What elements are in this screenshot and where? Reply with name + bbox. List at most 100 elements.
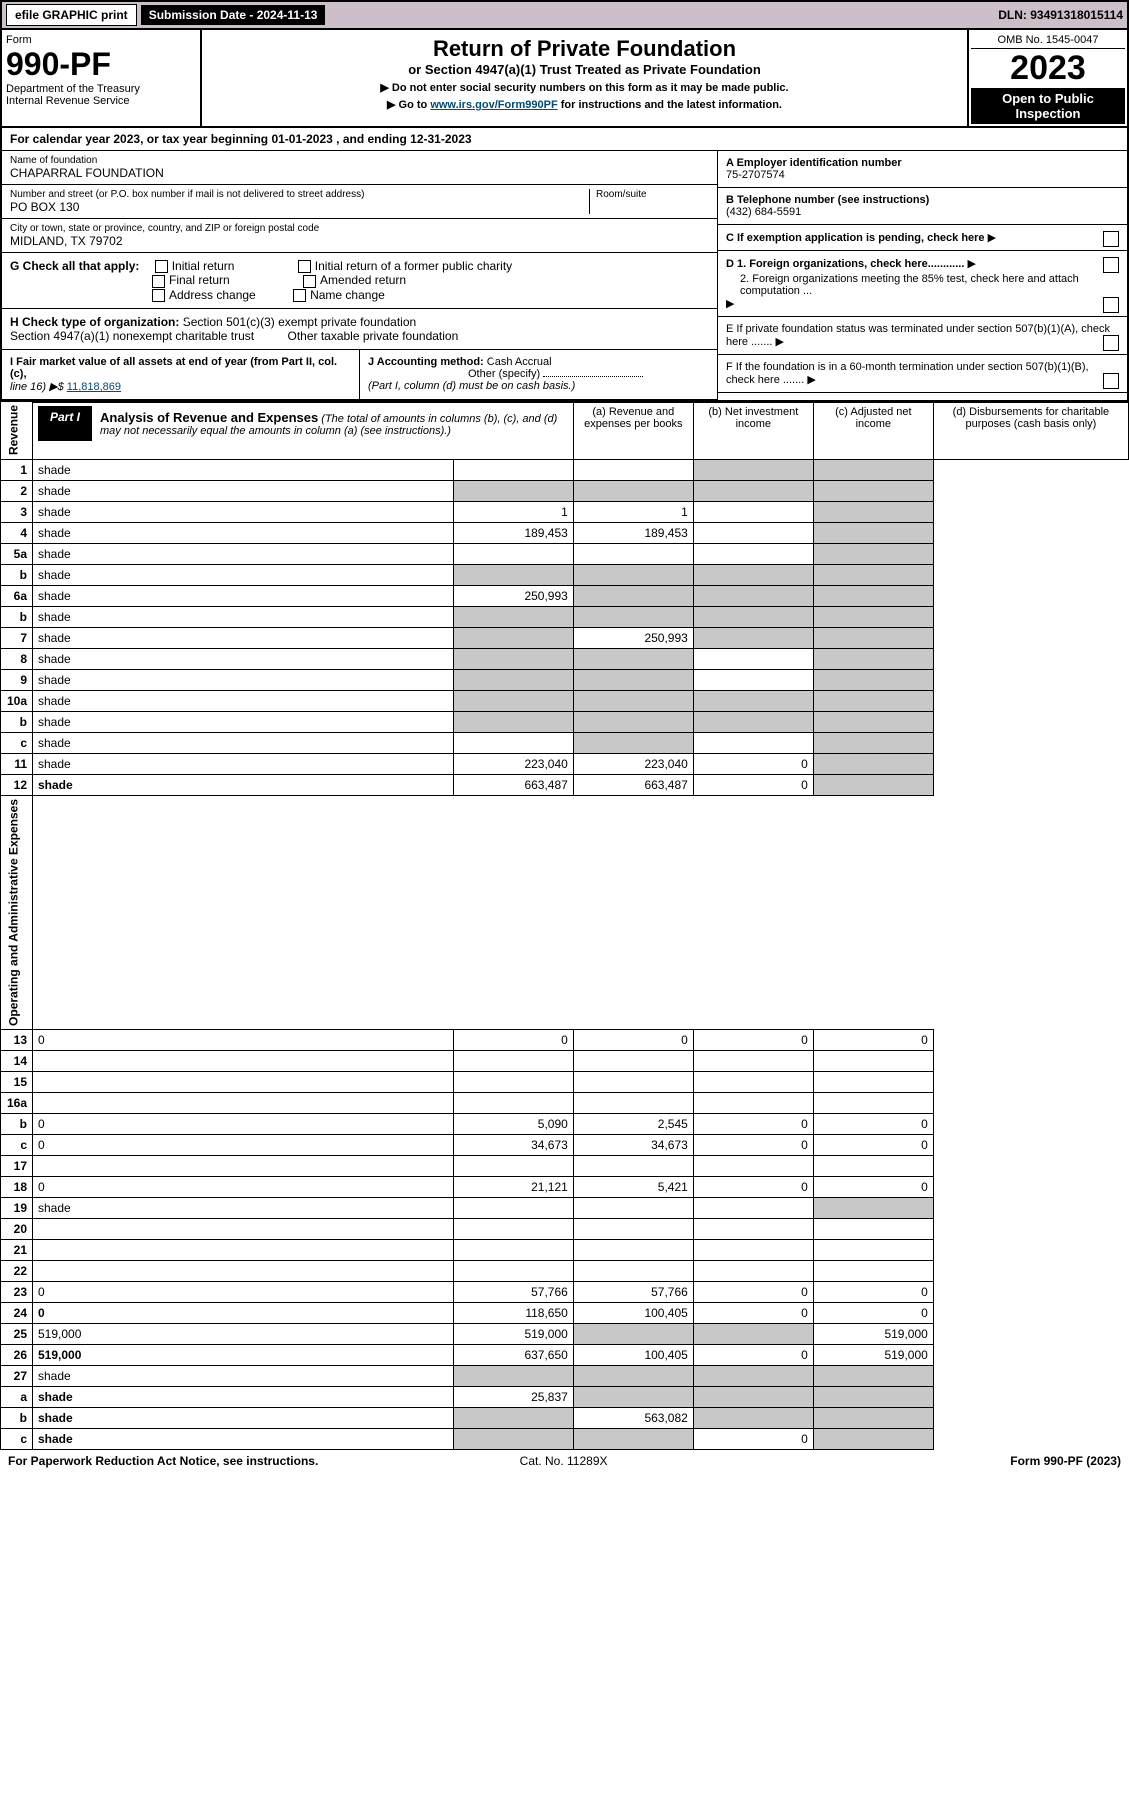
cell-value: [693, 1218, 813, 1239]
cell-shaded: [693, 1365, 813, 1386]
open-inspection: Open to Public Inspection: [971, 88, 1125, 124]
cell-value: [693, 502, 813, 523]
checkbox-f[interactable]: [1103, 373, 1119, 389]
line-desc: shade: [33, 1365, 454, 1386]
line-number: c: [1, 733, 33, 754]
cell-shaded: [693, 1386, 813, 1407]
col-c-header: (c) Adjusted net income: [813, 402, 933, 459]
line-desc: 519,000: [33, 1323, 454, 1344]
section-f: F If the foundation is in a 60-month ter…: [726, 361, 1089, 386]
line-number: 25: [1, 1323, 33, 1344]
line-desc: shade: [33, 670, 454, 691]
cell-shaded: [813, 649, 933, 670]
line-desc: shade: [33, 733, 454, 754]
line-number: 19: [1, 1197, 33, 1218]
irs-link[interactable]: www.irs.gov/Form990PF: [430, 99, 557, 111]
cell-value: 100,405: [573, 1344, 693, 1365]
cell-value: 0: [693, 754, 813, 775]
cell-shaded: [573, 733, 693, 754]
submission-date: Submission Date - 2024-11-13: [141, 5, 326, 25]
line-desc: 0: [33, 1113, 454, 1134]
line-desc: 0: [33, 1029, 454, 1050]
fmv-link[interactable]: 11,818,869: [67, 381, 121, 393]
line-desc: shade: [33, 775, 454, 796]
cell-value: 519,000: [813, 1344, 933, 1365]
line-desc: 0: [33, 1302, 454, 1323]
checkbox-amended[interactable]: [303, 275, 316, 288]
cell-shaded: [813, 775, 933, 796]
cell-value: [453, 1071, 573, 1092]
line-desc: shade: [33, 691, 454, 712]
cell-value: [453, 544, 573, 565]
cell-shaded: [573, 1386, 693, 1407]
cell-value: 0: [453, 1029, 573, 1050]
checkbox-e[interactable]: [1103, 335, 1119, 351]
line-desc: [33, 1155, 454, 1176]
cell-shaded: [453, 628, 573, 649]
section-j: J Accounting method: Cash Accrual Other …: [360, 350, 717, 399]
line-number: c: [1, 1428, 33, 1449]
cell-shaded: [813, 1428, 933, 1449]
part1-tag: Part I: [38, 406, 92, 441]
cell-value: [573, 460, 693, 481]
cell-value: [693, 1155, 813, 1176]
cell-shaded: [453, 1365, 573, 1386]
street-address: PO BOX 130: [10, 200, 589, 214]
footer-left: For Paperwork Reduction Act Notice, see …: [8, 1454, 318, 1468]
cell-shaded: [813, 691, 933, 712]
line-number: 13: [1, 1029, 33, 1050]
line-number: 2: [1, 481, 33, 502]
section-e: E If private foundation status was termi…: [726, 323, 1110, 348]
cell-value: 250,993: [573, 628, 693, 649]
cell-shaded: [813, 607, 933, 628]
expense-label: Operating and Administrative Expenses: [1, 796, 33, 1030]
cell-value: 0: [693, 1029, 813, 1050]
cell-value: 663,487: [453, 775, 573, 796]
section-h: H Check type of organization: Section 50…: [2, 309, 717, 350]
cell-value: 0: [693, 1428, 813, 1449]
cell-value: 57,766: [573, 1281, 693, 1302]
line-desc: shade: [33, 607, 454, 628]
section-d1: D 1. Foreign organizations, check here..…: [726, 258, 964, 270]
cell-value: 663,487: [573, 775, 693, 796]
cell-shaded: [453, 1428, 573, 1449]
foundation-name: CHAPARRAL FOUNDATION: [10, 166, 709, 180]
cell-value: 189,453: [453, 523, 573, 544]
cell-value: 57,766: [453, 1281, 573, 1302]
line-number: 16a: [1, 1092, 33, 1113]
addr-label: Number and street (or P.O. box number if…: [10, 189, 589, 200]
cell-shaded: [453, 607, 573, 628]
cell-shaded: [453, 1407, 573, 1428]
line-desc: shade: [33, 712, 454, 733]
line-number: b: [1, 565, 33, 586]
cell-value: [453, 1260, 573, 1281]
checkbox-initial-former[interactable]: [298, 260, 311, 273]
cell-value: [453, 1218, 573, 1239]
cell-shaded: [693, 1407, 813, 1428]
dept-irs: Internal Revenue Service: [6, 95, 196, 107]
line-number: b: [1, 1113, 33, 1134]
cell-value: [573, 1071, 693, 1092]
efile-button[interactable]: efile GRAPHIC print: [6, 4, 137, 26]
checkbox-initial[interactable]: [155, 260, 168, 273]
line-number: 17: [1, 1155, 33, 1176]
checkbox-d2[interactable]: [1103, 297, 1119, 313]
checkbox-address[interactable]: [152, 289, 165, 302]
cell-shaded: [573, 1428, 693, 1449]
cell-value: 0: [693, 1281, 813, 1302]
section-c: C If exemption application is pending, c…: [726, 232, 985, 244]
checkbox-c[interactable]: [1103, 231, 1119, 247]
form-header: Form 990-PF Department of the Treasury I…: [0, 30, 1129, 128]
line-number: 6a: [1, 586, 33, 607]
cell-value: [573, 1218, 693, 1239]
cell-shaded: [573, 691, 693, 712]
checkbox-final[interactable]: [152, 275, 165, 288]
checkbox-name-change[interactable]: [293, 289, 306, 302]
cell-shaded: [573, 607, 693, 628]
checkbox-d1[interactable]: [1103, 257, 1119, 273]
cell-shaded: [573, 712, 693, 733]
cell-value: [813, 1218, 933, 1239]
cell-shaded: [573, 649, 693, 670]
cell-shaded: [573, 1365, 693, 1386]
line-desc: [33, 1092, 454, 1113]
